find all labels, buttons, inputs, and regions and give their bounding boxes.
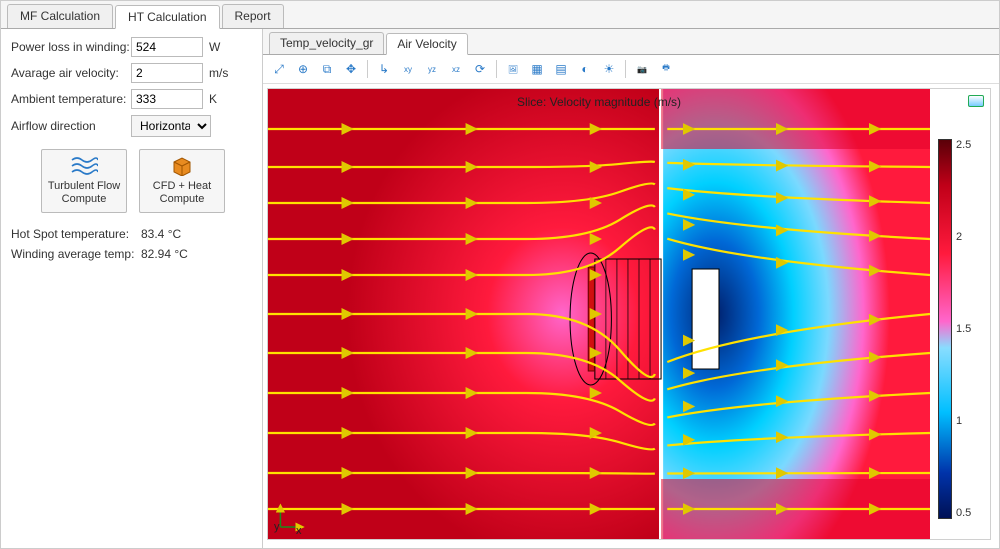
axis-x-label: x [296,525,302,537]
grid-button[interactable]: ▤ [551,59,571,79]
print-button[interactable]: 🖶 [656,59,676,79]
axis-xy-button[interactable]: xy [398,59,418,79]
colorbar-tick: 2.5 [956,139,971,151]
air-velocity-label: Avarage air velocity: [11,66,131,80]
colorbar-tick: 0.5 [956,507,971,519]
toolbar-separator [367,60,368,78]
viewer-tabs: Temp_velocity_gr Air Velocity [263,29,999,55]
hot-spot-label: Hot Spot temperature: [11,227,141,241]
rotate-button[interactable]: ⟳ [470,59,490,79]
zoom-in-button[interactable]: ⊕ [293,59,313,79]
turbulent-flow-button[interactable]: Turbulent Flow Compute [41,149,127,213]
tab-ht-calculation[interactable]: HT Calculation [115,5,219,29]
cube-icon [170,156,194,176]
main-tabs: MF Calculation HT Calculation Report [1,1,999,29]
viewer: Temp_velocity_gr Air Velocity ⤢⊕⧉✥↳xyyzx… [263,29,999,548]
axis-default-button[interactable]: ↳ [374,59,394,79]
power-loss-input[interactable] [131,37,203,57]
plot-area[interactable]: Slice: Velocity magnitude (m/s) 2.5 2 1.5 1… [267,88,991,540]
table-button[interactable]: ▦ [527,59,547,79]
sidebar: Power loss in winding: W Avarage air vel… [1,29,263,548]
turbulent-flow-label: Turbulent Flow Compute [46,180,122,206]
zoom-box-button[interactable]: ⧉ [317,59,337,79]
winding-avg-value: 82.94 °C [141,247,188,261]
ambient-temp-unit: K [209,92,235,106]
pan-button[interactable]: ✥ [341,59,361,79]
hot-spot-value: 83.4 °C [141,227,181,241]
colorbar-tick: 1.5 [956,323,971,335]
viewer-tab-temp-velocity[interactable]: Temp_velocity_gr [269,32,384,54]
colorbar: 2.5 2 1.5 1 0.5 [938,139,982,519]
cfd-heat-button[interactable]: CFD + Heat Compute [139,149,225,213]
colorbar-ticks: 2.5 2 1.5 1 0.5 [952,139,971,519]
airflow-dir-label: Airflow direction [11,119,131,133]
air-velocity-input[interactable] [131,63,203,83]
image-snap-button[interactable]: 🖼 [503,59,523,79]
graphics-indicator-icon [968,95,984,107]
tab-report[interactable]: Report [222,4,284,28]
ambient-temp-label: Ambient temperature: [11,92,131,106]
axis-xz-button[interactable]: xz [446,59,466,79]
toolbar-separator [625,60,626,78]
content: Power loss in winding: W Avarage air vel… [1,29,999,548]
colorbar-tick: 2 [956,231,971,243]
ambient-temp-input[interactable] [131,89,203,109]
plot-title: Slice: Velocity magnitude (m/s) [268,95,930,109]
winding-avg-label: Winding average temp: [11,247,141,261]
waves-icon [70,156,98,176]
zoom-extents-button[interactable]: ⤢ [269,59,289,79]
air-velocity-unit: m/s [209,66,235,80]
airflow-dir-select[interactable]: Horizontal [131,115,211,137]
axis-yz-button[interactable]: yz [422,59,442,79]
power-loss-unit: W [209,40,235,54]
axis-y-label: y [274,521,280,533]
viewer-tab-air-velocity[interactable]: Air Velocity [386,33,467,55]
colorbar-gradient [938,139,952,519]
headlight-button[interactable]: ◐ [575,59,595,79]
velocity-field-plot [268,89,930,539]
tab-mf-calculation[interactable]: MF Calculation [7,4,113,28]
power-loss-label: Power loss in winding: [11,40,131,54]
camera-button[interactable]: 📷 [632,59,652,79]
colorbar-tick: 1 [956,415,971,427]
toolbar-separator [496,60,497,78]
scene-light-button[interactable]: ☀ [599,59,619,79]
cfd-heat-label: CFD + Heat Compute [144,180,220,206]
viewer-toolbar: ⤢⊕⧉✥ ↳xyyzxz⟳ 🖼▦▤◐☀ 📷🖶 [263,55,999,84]
